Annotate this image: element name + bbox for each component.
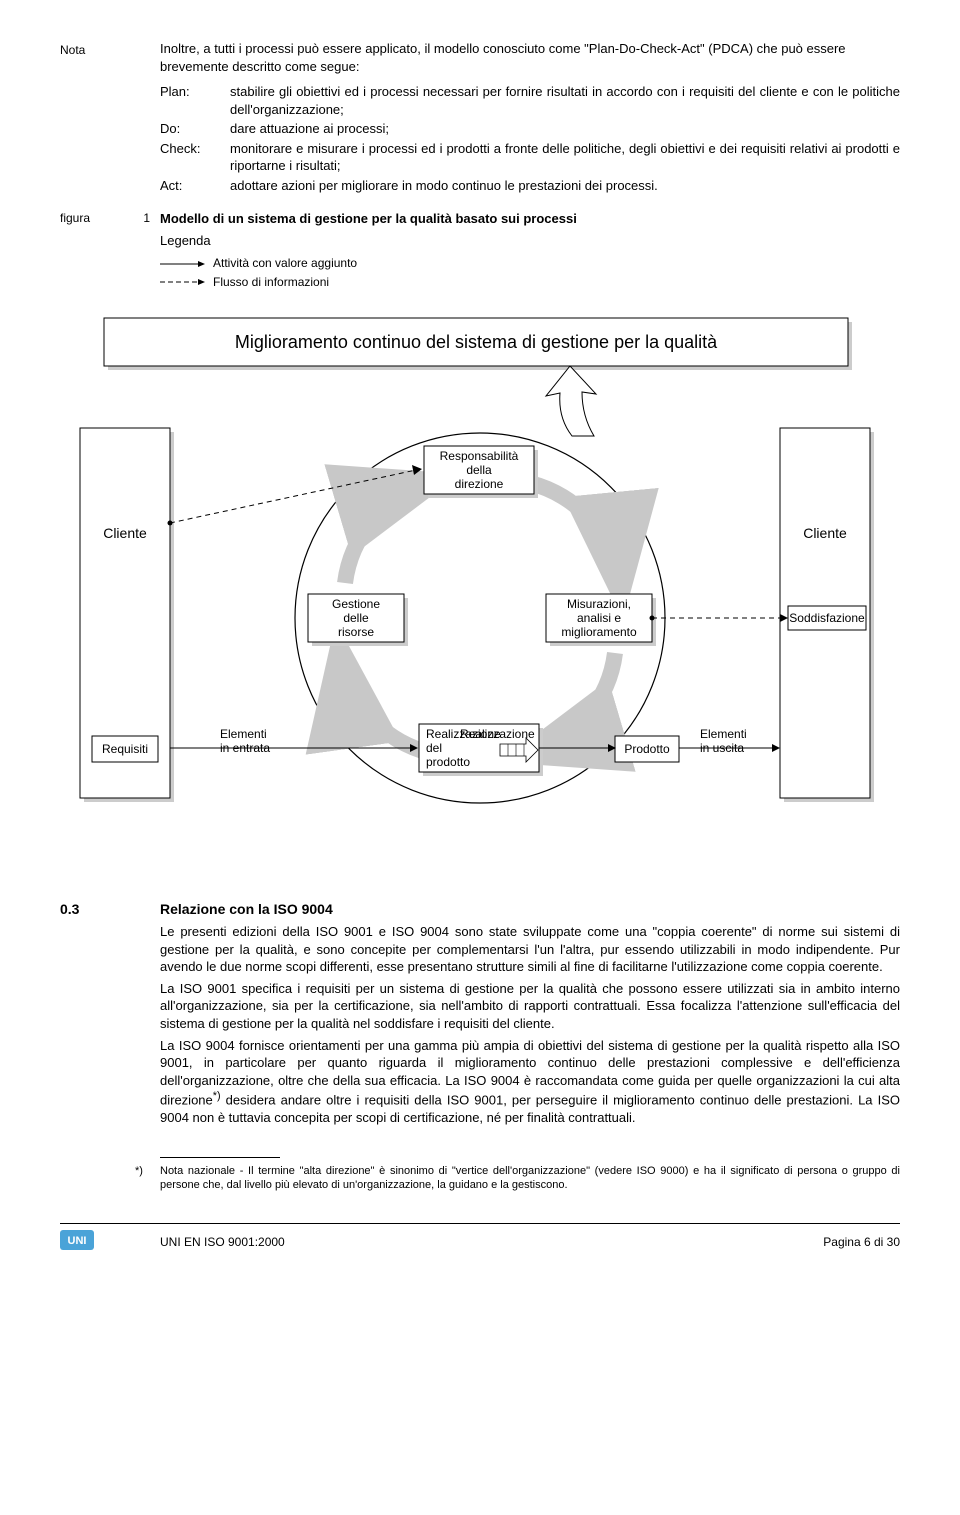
- pdca-table: Plan:stabilire gli obiettivi ed i proces…: [160, 83, 900, 194]
- section-p1: Le presenti edizioni della ISO 9001 e IS…: [160, 923, 900, 976]
- svg-text:Prodotto: Prodotto: [624, 742, 670, 756]
- legend-block: Attività con valore aggiunto Flusso di i…: [160, 255, 900, 289]
- pdca-act-val: adottare azioni per migliorare in modo c…: [230, 177, 900, 195]
- pdca-check-key: Check:: [160, 140, 230, 175]
- svg-text:Misurazioni,: Misurazioni,: [567, 597, 631, 611]
- svg-text:Elementi: Elementi: [220, 727, 267, 741]
- svg-text:UNI: UNI: [68, 1235, 87, 1247]
- svg-text:della: della: [466, 463, 492, 477]
- svg-text:Soddisfazione: Soddisfazione: [789, 611, 865, 625]
- section-title: Relazione con la ISO 9004: [160, 900, 900, 919]
- footnote-text: Nota nazionale - Il termine "alta direzi…: [160, 1164, 900, 1194]
- diagram-title: Miglioramento continuo del sistema di ge…: [235, 332, 718, 352]
- note-block: Nota Inoltre, a tutti i processi può ess…: [60, 40, 900, 196]
- svg-text:prodotto: prodotto: [426, 755, 470, 769]
- legend-dashed-text: Flusso di informazioni: [213, 274, 329, 290]
- pdca-act-key: Act:: [160, 177, 230, 195]
- svg-text:del: del: [426, 741, 442, 755]
- svg-text:direzione: direzione: [455, 477, 504, 491]
- svg-text:risorse: risorse: [338, 625, 374, 639]
- section-number: 0.3: [60, 900, 160, 1130]
- svg-text:miglioramento: miglioramento: [561, 625, 637, 639]
- footer-page-number: Pagina 6 di 30: [823, 1234, 900, 1250]
- svg-text:Responsabilità: Responsabilità: [440, 449, 519, 463]
- section-0-3: 0.3 Relazione con la ISO 9004 Le present…: [60, 900, 900, 1130]
- figure-number: 1: [130, 210, 160, 228]
- svg-text:analisi e: analisi e: [577, 611, 621, 625]
- svg-text:Realizzazione: Realizzazione: [426, 727, 501, 741]
- pdca-check-val: monitorare e misurare i processi ed i pr…: [230, 140, 900, 175]
- figure-title: Modello di un sistema di gestione per la…: [160, 210, 900, 228]
- svg-text:Gestione: Gestione: [332, 597, 380, 611]
- process-diagram: Miglioramento continuo del sistema di ge…: [60, 308, 900, 873]
- solid-arrow-icon: [160, 259, 205, 269]
- figure-header: figura 1 Modello di un sistema di gestio…: [60, 210, 900, 228]
- page-footer: UNI UNI EN ISO 9001:2000 Pagina 6 di 30: [60, 1223, 900, 1255]
- figure-label: figura: [60, 210, 130, 228]
- legend-solid-text: Attività con valore aggiunto: [213, 255, 357, 271]
- footer-reference: UNI EN ISO 9001:2000: [100, 1234, 823, 1250]
- pdca-plan-key: Plan:: [160, 83, 230, 118]
- pdca-plan-val: stabilire gli obiettivi ed i processi ne…: [230, 83, 900, 118]
- svg-text:Elementi: Elementi: [700, 727, 747, 741]
- legend-label: Legenda: [160, 232, 900, 250]
- footnote-mark: *): [135, 1164, 160, 1194]
- pdca-do-key: Do:: [160, 120, 230, 138]
- svg-text:delle: delle: [343, 611, 369, 625]
- uni-logo-icon: UNI: [60, 1230, 100, 1255]
- pdca-do-val: dare attuazione ai processi;: [230, 120, 900, 138]
- footnote: *) Nota nazionale - Il termine "alta dir…: [135, 1164, 900, 1194]
- client-right-label: Cliente: [803, 525, 847, 541]
- section-p3: La ISO 9004 fornisce orientamenti per un…: [160, 1037, 900, 1127]
- svg-text:Requisiti: Requisiti: [102, 742, 148, 756]
- dashed-arrow-icon: [160, 277, 205, 287]
- note-label: Nota: [60, 40, 160, 196]
- footnote-separator: [160, 1157, 280, 1158]
- note-intro: Inoltre, a tutti i processi può essere a…: [160, 40, 900, 75]
- section-p2: La ISO 9001 specifica i requisiti per un…: [160, 980, 900, 1033]
- client-left-label: Cliente: [103, 525, 147, 541]
